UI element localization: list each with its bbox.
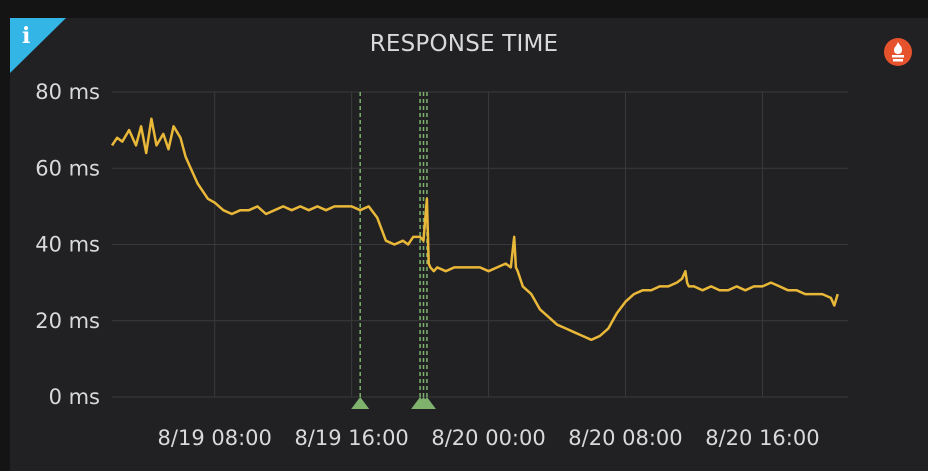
- annotation-marker[interactable]: [351, 397, 370, 409]
- x-axis: 8/19 08:00 8/19 16:00 8/20 00:00 8/20 08:00…: [158, 426, 820, 450]
- x-tick-label: 8/20 08:00: [568, 426, 682, 450]
- y-tick-label: 60 ms: [35, 156, 100, 180]
- x-tick-label: 8/20 16:00: [705, 426, 819, 450]
- x-tick-label: 8/19 16:00: [294, 426, 408, 450]
- y-tick-label: 0 ms: [49, 385, 100, 409]
- chart-grid: [112, 91, 848, 398]
- annotation-marker[interactable]: [417, 397, 436, 409]
- annotations: [351, 92, 436, 409]
- y-tick-label: 40 ms: [35, 233, 100, 257]
- y-axis: 0 ms 20 ms 40 ms 60 ms 80 ms: [35, 80, 100, 409]
- panel-title[interactable]: RESPONSE TIME: [369, 31, 559, 57]
- info-icon[interactable]: i: [10, 18, 66, 73]
- prometheus-icon: [884, 38, 912, 66]
- svg-text:i: i: [22, 23, 30, 49]
- y-tick-label: 20 ms: [35, 309, 100, 333]
- y-tick-label: 80 ms: [35, 80, 100, 104]
- series-layer: [110, 117, 839, 342]
- x-tick-label: 8/20 00:00: [431, 426, 545, 450]
- series-line[interactable]: [110, 117, 839, 342]
- x-tick-label: 8/19 08:00: [158, 426, 272, 450]
